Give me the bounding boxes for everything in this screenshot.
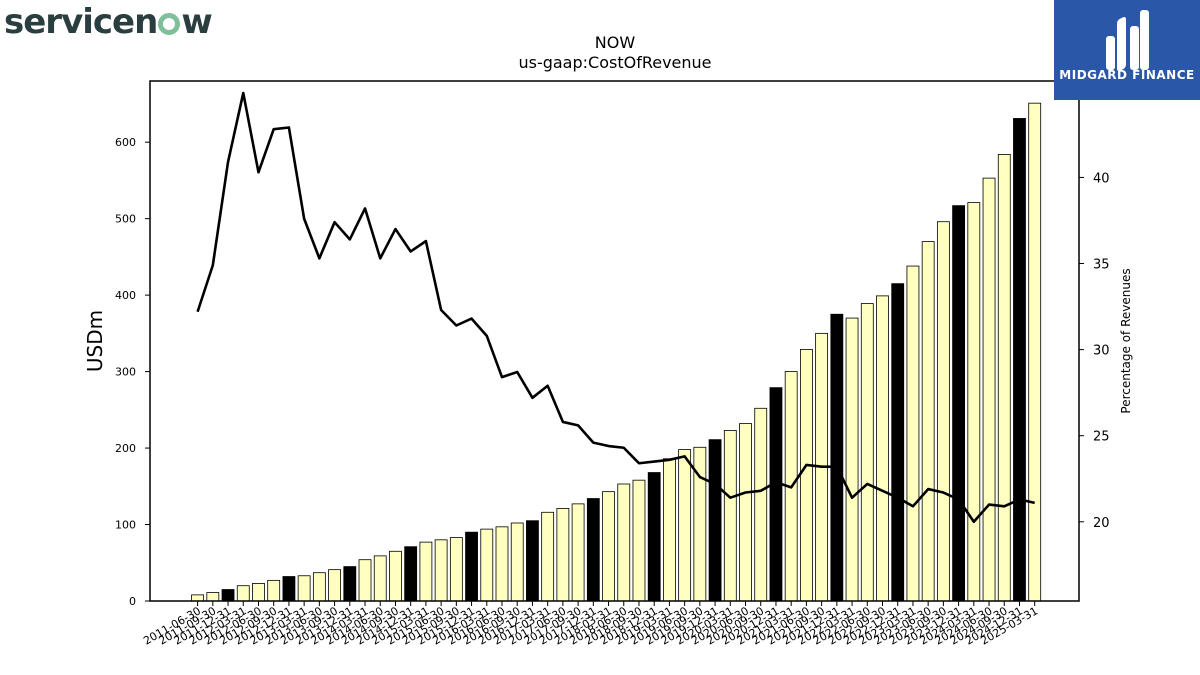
- y-tick-label: 0: [129, 595, 136, 608]
- bar-2018-12-31: [647, 472, 661, 602]
- y2-tick-label: 20: [1093, 516, 1110, 531]
- y2-axis-label: Percentage of Revenues: [1119, 268, 1133, 413]
- bar-2012-09-30: [267, 579, 281, 602]
- y2-tick-label: 30: [1093, 344, 1110, 359]
- bar-2016-06-30: [495, 526, 509, 602]
- bar-2017-06-30: [556, 508, 570, 602]
- ratio-line-series: [196, 91, 1035, 524]
- bar-2024-03-31: [967, 202, 981, 602]
- y-tick-label: 200: [115, 442, 136, 455]
- bar-2020-09-30: [754, 407, 768, 602]
- chart-subtitle: us-gaap:CostOfRevenue: [518, 53, 712, 72]
- y-tick-label: 600: [115, 136, 136, 149]
- bar-2016-09-30: [510, 522, 524, 602]
- bar-2019-03-31: [663, 458, 676, 602]
- bar-2023-06-30: [921, 241, 935, 602]
- bar-2015-06-30: [434, 539, 448, 602]
- y-tick-label: 400: [115, 289, 136, 302]
- bar-2013-12-31: [343, 566, 357, 602]
- bar-2025-03-31: [1028, 102, 1042, 602]
- midgard-finance-label: MIDGARD FINANCE: [1059, 68, 1195, 82]
- bar-2023-03-31: [906, 265, 920, 602]
- y-tick-label: 300: [115, 366, 136, 379]
- bar-2017-09-30: [571, 503, 585, 602]
- left-axis: 0 100 200 300 400 500 600: [115, 136, 150, 608]
- bar-2011-06-30: [191, 594, 205, 602]
- bar-2018-06-30: [617, 483, 631, 602]
- bar-2022-03-31: [845, 317, 859, 602]
- bar-2021-06-30: [800, 349, 813, 602]
- ratio-line: [196, 91, 1035, 524]
- y2-tick-label: 25: [1093, 430, 1110, 445]
- bar-2011-09-30: [206, 592, 220, 602]
- bar-2014-06-30: [373, 555, 387, 602]
- bar-2024-12-31: [1013, 118, 1026, 602]
- bar-2022-12-31: [891, 283, 905, 602]
- bar-2020-12-31: [769, 387, 783, 602]
- y-axis-label: USDm: [83, 310, 107, 372]
- x-axis: 2011-06-302011-09-302011-12-312012-03-31…: [141, 601, 1040, 648]
- bar-2013-06-30: [312, 572, 326, 602]
- bar-2014-09-30: [389, 550, 402, 602]
- chart-title: NOW: [594, 33, 636, 52]
- bar-2014-12-31: [404, 546, 418, 602]
- bar-2018-03-31: [602, 491, 615, 602]
- right-axis: 202530354045: [1079, 85, 1110, 531]
- bar-2024-09-30: [997, 154, 1011, 602]
- bar-2023-09-30: [936, 221, 950, 602]
- bar-2020-03-31: [723, 430, 737, 602]
- bar-2013-09-30: [328, 569, 341, 602]
- midgard-finance-badge: MIDGARD FINANCE: [1054, 0, 1200, 100]
- bar-2021-12-31: [830, 313, 844, 602]
- y-tick-label: 100: [115, 519, 136, 532]
- bar-2022-09-30: [876, 295, 889, 602]
- bar-2019-12-31: [708, 439, 722, 602]
- bar-2020-06-30: [739, 423, 752, 602]
- bar-2024-06-30: [982, 177, 996, 602]
- logo-ring-icon: [158, 13, 181, 35]
- bar-2015-09-30: [449, 537, 463, 602]
- bar-2014-03-31: [358, 559, 372, 602]
- bar-2012-12-31: [282, 576, 296, 602]
- y2-tick-label: 40: [1093, 171, 1110, 186]
- bar-2016-12-31: [526, 520, 539, 602]
- plot-frame: [149, 80, 1080, 602]
- bar-2012-06-30: [252, 583, 265, 602]
- bar-2019-06-30: [678, 449, 692, 602]
- bar-2011-12-31: [221, 589, 235, 602]
- bar-2015-12-31: [465, 531, 478, 602]
- servicenow-logo: servicenwservicenow: [4, 2, 213, 42]
- bar-2015-03-31: [419, 541, 433, 602]
- bar-2013-03-31: [297, 575, 311, 602]
- y-tick-label: 500: [115, 213, 136, 226]
- y2-tick-label: 35: [1093, 258, 1110, 273]
- bar-2012-03-31: [236, 585, 250, 602]
- bar-2022-06-30: [860, 303, 874, 602]
- bar-2017-12-31: [586, 498, 600, 602]
- bar-2016-03-31: [480, 528, 494, 602]
- bar-2023-12-31: [952, 205, 965, 602]
- bar-2017-03-31: [541, 511, 555, 602]
- midgard-finance-mark-icon: [1104, 10, 1150, 73]
- bar-2018-09-30: [632, 479, 646, 602]
- bar-series: [191, 102, 1042, 602]
